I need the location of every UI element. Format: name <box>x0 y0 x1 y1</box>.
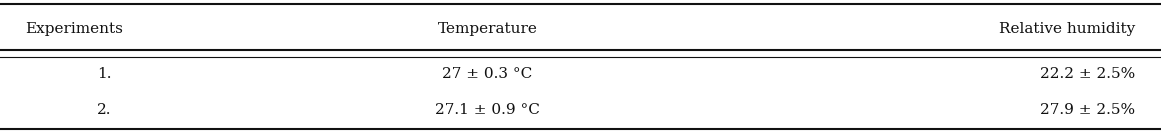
Text: 1.: 1. <box>98 67 111 81</box>
Text: Experiments: Experiments <box>26 22 123 36</box>
Text: 27.9 ± 2.5%: 27.9 ± 2.5% <box>1040 103 1135 117</box>
Text: 27.1 ± 0.9 °C: 27.1 ± 0.9 °C <box>435 103 540 117</box>
Text: 2.: 2. <box>98 103 111 117</box>
Text: Temperature: Temperature <box>438 22 538 36</box>
Text: 27 ± 0.3 °C: 27 ± 0.3 °C <box>442 67 533 81</box>
Text: 22.2 ± 2.5%: 22.2 ± 2.5% <box>1040 67 1135 81</box>
Text: Relative humidity: Relative humidity <box>1000 22 1135 36</box>
